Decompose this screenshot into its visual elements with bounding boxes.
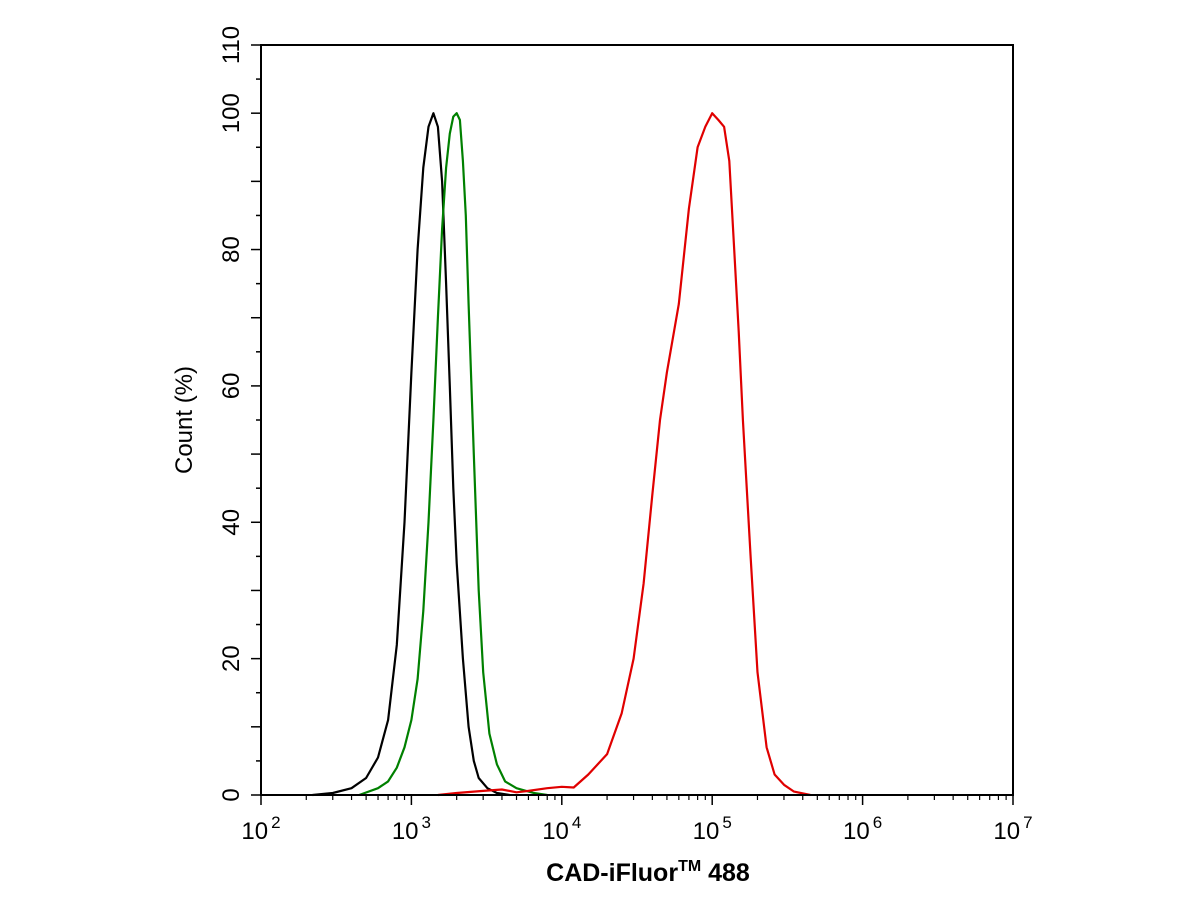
- tick-layer: [251, 44, 1014, 805]
- y-tick-label: 80: [218, 236, 245, 263]
- tick-label-layer: 0 20 40 60 80 100 110 10 2 10 3 10 4 10 5 10 6 10 7: [218, 26, 1033, 845]
- x-tick-label: 10 7: [993, 813, 1032, 845]
- x-tick-label: 10 6: [843, 813, 882, 845]
- x-tick-label: 10 3: [392, 813, 431, 845]
- x-axis-label-suffix: 488: [701, 859, 750, 887]
- x-axis-label-superscript: TM: [678, 858, 701, 875]
- x-tick-label: 10 2: [241, 813, 280, 845]
- y-tick-label: 0: [218, 788, 245, 801]
- series-line-1: [312, 112, 510, 797]
- y-axis-label: Count (%): [171, 366, 198, 474]
- series-line-3: [437, 112, 811, 797]
- x-axis-label-main: CAD-iFluor: [546, 859, 678, 887]
- x-tick-label: 10 5: [693, 813, 732, 845]
- plot-frame: [260, 44, 1014, 796]
- x-axis-label: CAD-iFluorTM 488: [546, 858, 750, 887]
- y-tick-label: 20: [218, 645, 245, 672]
- series-layer: [312, 112, 811, 797]
- y-tick-label: 100: [218, 93, 245, 133]
- y-tick-label: 60: [218, 373, 245, 400]
- y-tick-label: 40: [218, 509, 245, 536]
- y-tick-label: 110: [218, 26, 245, 64]
- x-tick-label: 10 4: [542, 813, 581, 845]
- series-line-2: [358, 112, 548, 797]
